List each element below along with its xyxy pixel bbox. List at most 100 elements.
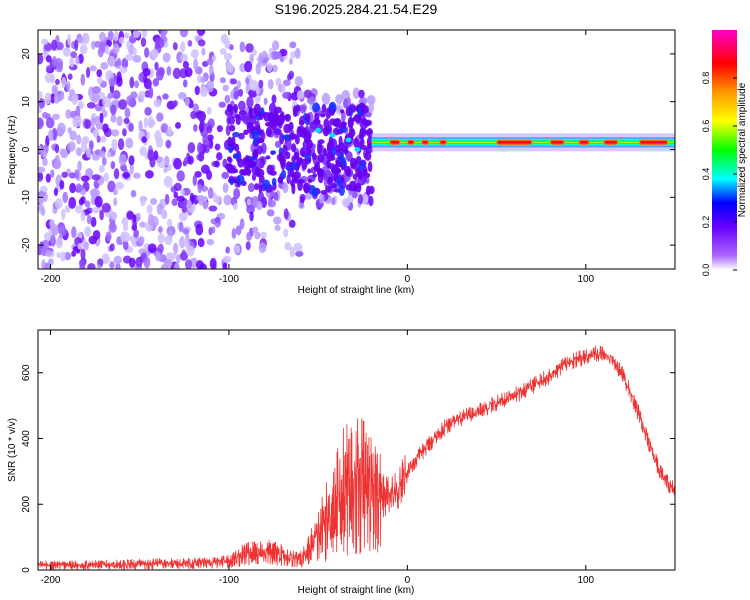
noise-blob	[126, 40, 131, 51]
snr-y-ticks: 0 200 400 600	[21, 364, 675, 573]
noise-blob	[75, 147, 82, 157]
noise-blob	[167, 126, 172, 135]
snr-series-line	[38, 345, 675, 570]
noise-blob	[101, 202, 111, 213]
noise-blob-core	[226, 103, 233, 112]
noise-blob-core	[307, 168, 312, 174]
noise-blob	[40, 150, 48, 159]
spectrogram-x-tick-label: -200	[40, 274, 60, 285]
noise-blob	[74, 169, 80, 180]
noise-blob	[154, 130, 162, 142]
noise-blob	[69, 172, 76, 179]
noise-blob	[107, 92, 115, 99]
noise-hotspot	[315, 127, 322, 133]
noise-blob-core	[360, 138, 365, 147]
noise-blob	[117, 138, 125, 151]
noise-blob-core	[291, 172, 298, 183]
noise-blob-core	[361, 104, 369, 114]
signal-peak-core	[551, 141, 564, 144]
noise-blob	[192, 103, 200, 113]
noise-blob	[336, 105, 341, 112]
noise-blob	[192, 174, 197, 187]
noise-blob-core	[295, 104, 301, 112]
noise-blob-core	[252, 151, 259, 158]
noise-blob	[102, 123, 109, 133]
noise-blob	[206, 169, 213, 181]
noise-blob-core	[227, 157, 233, 163]
noise-blob	[116, 76, 123, 87]
noise-blob	[99, 31, 106, 42]
noise-blob	[228, 44, 234, 51]
noise-blob	[138, 236, 145, 245]
noise-blob	[139, 146, 147, 157]
noise-blob	[164, 193, 170, 205]
noise-blob	[208, 205, 218, 212]
noise-blob	[183, 157, 188, 164]
snr-y-tick-label: 600	[21, 364, 32, 381]
noise-blob-core	[360, 144, 368, 151]
noise-blob-core	[271, 177, 277, 187]
noise-blob	[118, 153, 127, 166]
signal-peak-core	[604, 141, 617, 144]
noise-blob	[175, 121, 182, 129]
noise-blob	[273, 128, 282, 136]
noise-blob	[126, 95, 133, 106]
noise-blob-core	[258, 113, 264, 121]
noise-blob-core	[359, 127, 365, 139]
noise-blob	[140, 37, 147, 48]
noise-blob	[142, 67, 151, 77]
noise-blob	[59, 180, 65, 190]
noise-blob	[288, 58, 293, 65]
spectrogram-x-tick-label: 0	[405, 274, 411, 285]
noise-blob	[294, 47, 301, 60]
noise-blob	[246, 231, 252, 242]
signal-peak-core	[408, 141, 414, 144]
noise-blob	[45, 55, 52, 63]
noise-blob	[110, 160, 116, 170]
noise-blob	[219, 48, 227, 55]
noise-blob	[68, 197, 77, 209]
noise-blob	[261, 50, 268, 60]
noise-blob	[309, 122, 316, 133]
noise-blob	[239, 41, 246, 53]
noise-blob	[38, 145, 43, 153]
noise-blob	[69, 130, 77, 141]
noise-blob-core	[326, 159, 331, 169]
noise-blob	[186, 199, 192, 209]
noise-blob	[80, 210, 86, 222]
noise-blob	[293, 242, 303, 252]
noise-blob-core	[294, 135, 300, 145]
snr-x-label: Height of straight line (km)	[298, 585, 415, 596]
noise-blob	[237, 100, 246, 111]
noise-blob	[171, 198, 178, 206]
snr-x-tick-label: 0	[405, 575, 411, 586]
noise-blob	[132, 30, 140, 39]
noise-blob	[226, 61, 232, 73]
noise-blob	[358, 193, 364, 205]
noise-blob	[58, 226, 67, 237]
noise-blob	[221, 171, 230, 180]
noise-blob-core	[248, 107, 254, 119]
noise-blob-core	[325, 107, 332, 120]
noise-blob	[156, 112, 164, 122]
noise-blob	[150, 48, 159, 59]
noise-blob	[50, 234, 56, 247]
noise-blob-core	[227, 168, 236, 174]
noise-blob-core	[279, 111, 285, 122]
noise-blob	[225, 246, 230, 254]
noise-blob	[251, 173, 257, 181]
noise-blob	[147, 213, 154, 226]
signal-peak-core	[440, 141, 446, 144]
noise-blob-core	[307, 178, 313, 183]
signal-peak-core	[422, 141, 428, 144]
noise-blob	[249, 53, 254, 64]
noise-blob	[281, 84, 286, 94]
spectrogram-y-tick-label: -10	[21, 190, 32, 205]
noise-blob-core	[253, 103, 262, 116]
noise-blob	[122, 172, 131, 179]
noise-blob	[166, 218, 173, 228]
noise-blob-core	[305, 113, 311, 122]
noise-blob	[178, 211, 188, 222]
noise-blob	[209, 257, 217, 269]
noise-blob	[84, 200, 91, 208]
